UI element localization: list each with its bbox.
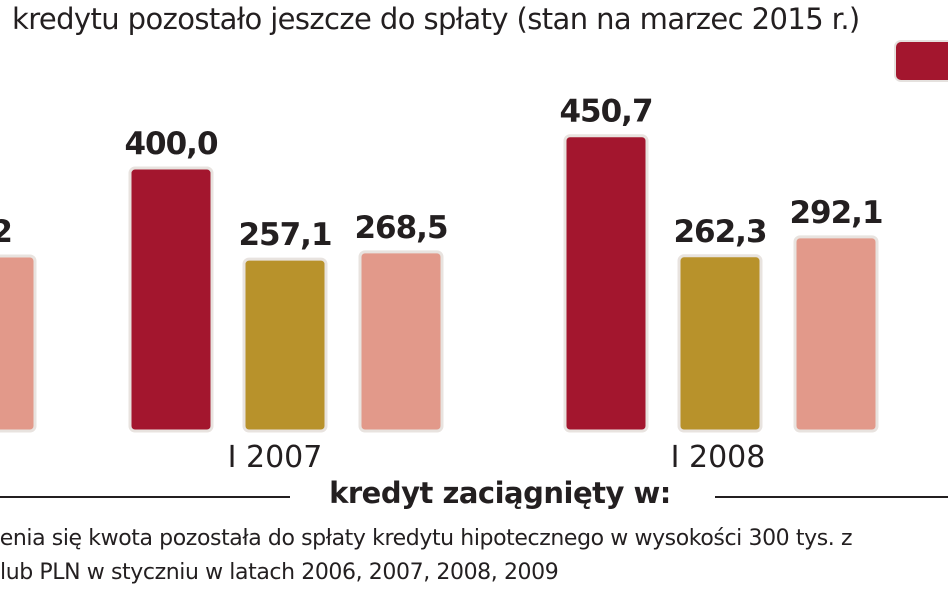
bar-i-2006-series-3 [0,254,37,433]
footnote-line-1: ienia się kwota pozostała do spłaty kred… [0,526,853,551]
bar-i-2007-series-1 [128,166,214,433]
value-label-i-2008-series-2: 262,3 [673,214,766,250]
value-label-i-2008-series-1: 450,7 [559,94,652,130]
bars-layer [0,134,879,433]
bar-i-2008-series-3 [793,235,879,433]
bar-i-2007-series-3 [358,250,444,433]
footnote: ienia się kwota pozostała do spłaty kred… [0,522,948,590]
category-label-i-2008: I 2008 [671,440,766,475]
legend-swatch [896,42,948,80]
category-label-i-2007: I 2007 [228,440,323,475]
chart-title: kredytu pozostało jeszcze do spłaty (sta… [12,2,860,36]
labels-layer: 2 400,0 257,1 268,5 I 2007 450,7 262,3 292,1 I 2… [0,94,884,475]
bar-chart: 2 400,0 257,1 268,5 I 2007 450,7 262,3 292,1 I 2… [0,94,884,475]
value-label-i-2008-series-3: 292,1 [789,195,882,231]
x-axis-label: kredyt zaciągnięty w: [329,476,671,510]
value-label-i-2007-series-2: 257,1 [238,217,331,253]
value-label-i-2007-series-1: 400,0 [124,126,217,162]
x-axis-label-row: kredyt zaciągnięty w: [0,476,948,516]
bar-i-2007-series-2 [242,257,328,433]
x-axis-rule-right [715,496,948,498]
bar-i-2008-series-2 [677,254,763,433]
value-label-i-2007-series-3: 268,5 [354,210,447,246]
footnote-line-2: lub PLN w styczniu w latach 2006, 2007, … [0,560,559,585]
x-axis-rule-left [0,496,290,498]
bar-i-2008-series-1 [563,134,649,433]
value-label-i-2006-series-3: 2 [0,214,12,250]
